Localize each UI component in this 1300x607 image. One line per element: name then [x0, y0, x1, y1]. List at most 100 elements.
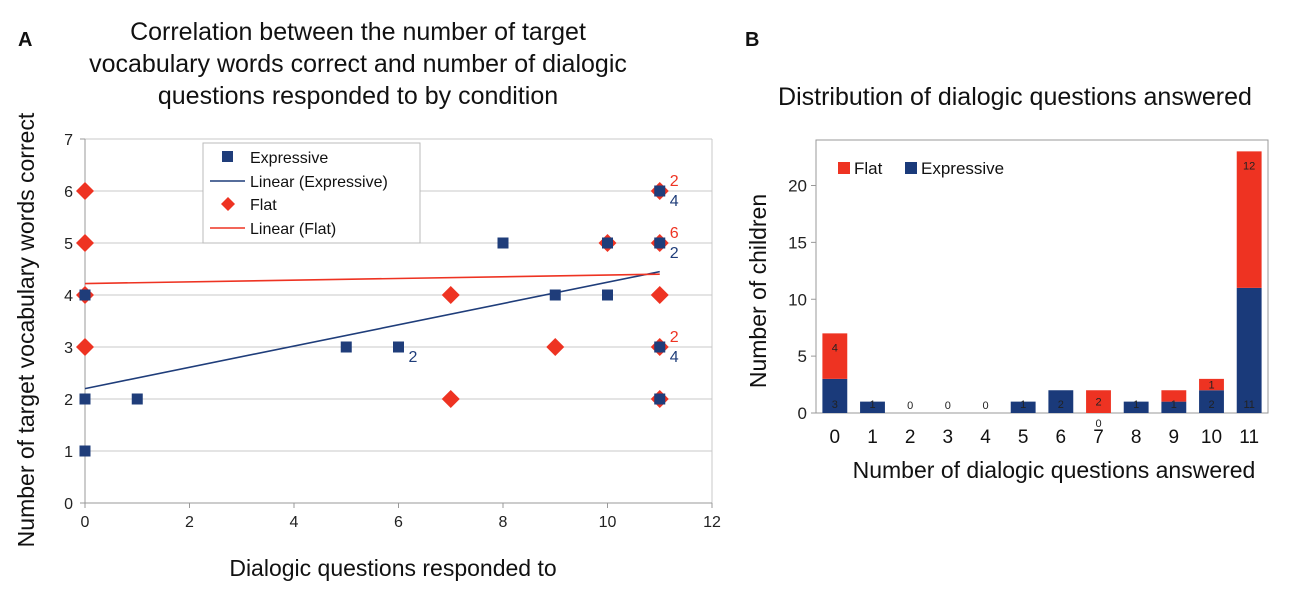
bar-label-expressive: 1: [869, 399, 875, 411]
flat-data-point: [650, 286, 669, 304]
panel-b-xlabel: Number of dialogic questions answered: [853, 457, 1256, 483]
plot-frame: [815, 139, 1269, 414]
flat-data-point: [546, 338, 565, 356]
x-tick-label: 6: [1056, 427, 1067, 448]
bar-flat: [822, 333, 848, 379]
bar-expressive: [1048, 390, 1074, 413]
panel-a-label: A: [18, 29, 32, 51]
y-tick-label: 4: [64, 288, 73, 305]
bar-flat: [1086, 390, 1111, 413]
y-tick-label: 3: [64, 340, 73, 357]
expressive-data-point: [79, 445, 91, 457]
y-tick-label: 15: [788, 233, 807, 252]
x-tick-label: 4: [290, 514, 299, 531]
x-tick-label: 11: [1239, 427, 1259, 448]
point-count-annotation: 2: [670, 329, 679, 346]
bar-expressive: [1010, 401, 1036, 413]
legend-b-flat-label: Flat: [854, 159, 883, 178]
x-tick-label: 0: [830, 427, 841, 448]
panel-a-title-line-3: questions responded to by condition: [158, 82, 558, 110]
bar-label-flat: 1: [1208, 380, 1214, 392]
x-tick-label: 10: [599, 514, 617, 531]
bar-flat: [1161, 390, 1187, 402]
legend-flat-label: Flat: [250, 197, 277, 214]
panel-b-legend: Flat Expressive: [838, 159, 1004, 178]
panel-a-legend-box: [202, 142, 421, 244]
bar-label-expressive: 1: [1171, 399, 1177, 411]
y-tick-label: 5: [64, 236, 73, 253]
bar-label-expressive: 0: [907, 400, 913, 412]
x-tick-label: 10: [1201, 427, 1222, 448]
expressive-data-point: [340, 341, 352, 353]
expressive-data-point: [79, 289, 91, 301]
x-tick-label: 6: [394, 514, 403, 531]
point-count-annotation: 2: [670, 173, 679, 190]
bar-label-expressive: 2: [1208, 399, 1214, 411]
x-tick-label: 0: [81, 514, 90, 531]
bar-label-expressive: 0: [1095, 418, 1101, 430]
x-tick-label: 1: [867, 427, 878, 448]
bar-label-expressive: 1: [1133, 399, 1139, 411]
flat-data-point: [441, 286, 460, 304]
expressive-data-point: [549, 289, 561, 301]
bar-label-flat: 12: [1243, 160, 1255, 172]
bar-expressive: [1236, 287, 1262, 413]
flat-data-point: [76, 182, 94, 200]
panel-a-xlabel: Dialogic questions responded to: [229, 555, 556, 581]
panel-b-ylabel: Number of children: [745, 194, 771, 388]
expressive-data-point: [602, 237, 613, 249]
expressive-data-point: [497, 237, 509, 249]
point-count-annotation: 6: [670, 225, 679, 242]
point-count-annotation: 4: [670, 193, 679, 210]
panel-a-title-line-1: Correlation between the number of target: [130, 18, 586, 46]
y-tick-label: 10: [788, 290, 807, 309]
panel-b-title: Distribution of dialogic questions answe…: [778, 83, 1252, 111]
x-tick-label: 12: [703, 514, 721, 531]
bar-expressive: [1123, 401, 1149, 413]
bar-label-expressive: 11: [1243, 399, 1254, 411]
flat-data-point: [441, 390, 460, 408]
bar-expressive: [860, 401, 885, 413]
panel-b-label: B: [745, 29, 759, 51]
y-tick-label: 7: [64, 132, 73, 149]
panel-a-legend: Expressive Linear (Expressive) Flat Line…: [202, 142, 421, 244]
legend-linear-flat-label: Linear (Flat): [250, 221, 336, 238]
bar-expressive: [1199, 390, 1224, 413]
legend-flat-marker: [221, 197, 235, 211]
bar-label-expressive: 1: [1020, 399, 1026, 411]
x-tick-label: 8: [1131, 427, 1142, 448]
y-tick-label: 5: [798, 347, 807, 366]
y-tick-label: 1: [64, 444, 73, 461]
x-tick-label: 3: [943, 427, 954, 448]
x-tick-label: 4: [980, 427, 991, 448]
y-tick-label: 20: [788, 177, 807, 196]
expressive-data-point: [131, 393, 143, 405]
legend-expressive-label: Expressive: [250, 150, 328, 167]
x-tick-label: 2: [905, 427, 916, 448]
legend-linear-expressive-label: Linear (Expressive): [250, 174, 388, 191]
expressive-data-point: [393, 341, 404, 353]
expressive-data-point: [602, 289, 613, 301]
bar-label-expressive: 0: [945, 400, 951, 412]
bar-label-expressive: 2: [1058, 399, 1064, 411]
x-tick-label: 5: [1018, 427, 1029, 448]
x-tick-label: 9: [1169, 427, 1180, 448]
x-tick-label: 2: [185, 514, 194, 531]
expressive-data-point: [654, 237, 666, 249]
y-tick-label: 6: [64, 184, 73, 201]
expressive-data-point: [654, 341, 666, 353]
bar-expressive: [1161, 401, 1187, 413]
bar-expressive: [822, 378, 848, 413]
expressive-data-point: [79, 393, 91, 405]
expressive-data-point: [654, 185, 666, 197]
legend-expressive-marker: [222, 151, 233, 162]
expressive-data-point: [654, 393, 666, 405]
flat-data-point: [76, 338, 94, 356]
legend-b-expressive-swatch: [905, 162, 917, 174]
point-count-annotation: 2: [670, 245, 679, 262]
point-count-annotation: 4: [670, 349, 679, 366]
y-tick-label: 2: [64, 392, 73, 409]
point-count-annotation: 2: [409, 349, 418, 366]
